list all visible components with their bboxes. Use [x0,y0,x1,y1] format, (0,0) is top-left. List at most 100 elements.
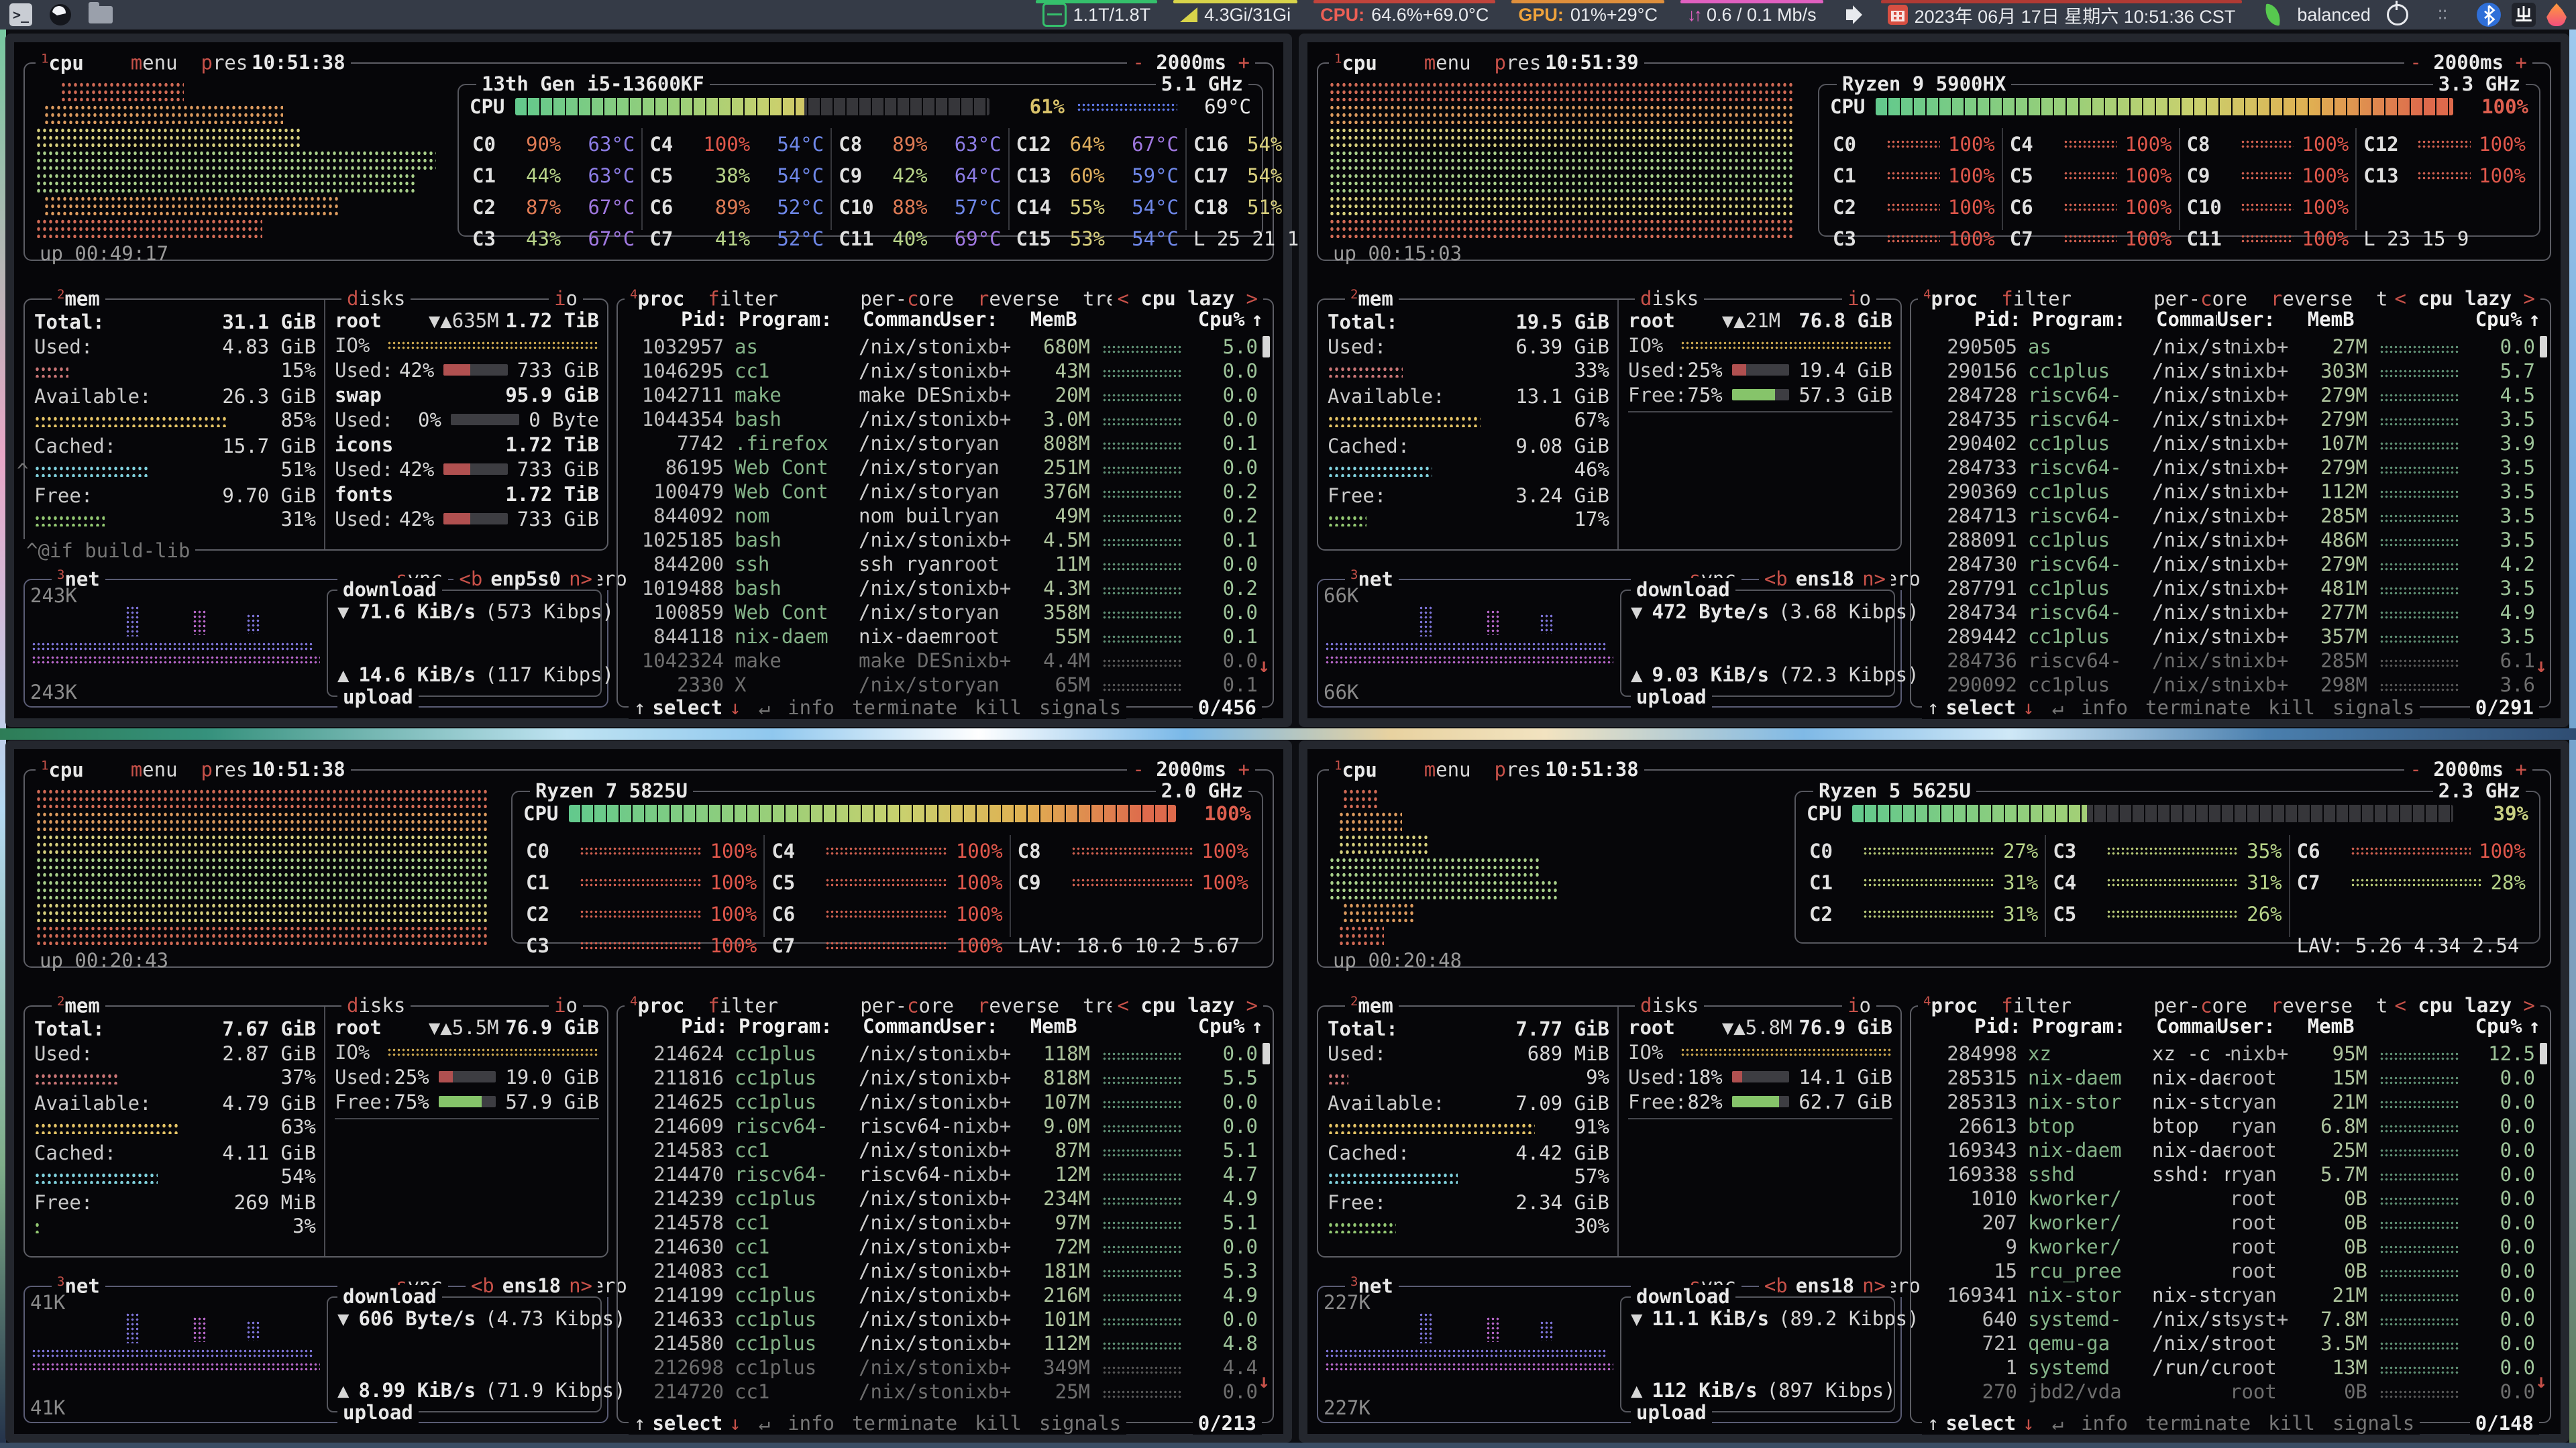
proc-row[interactable]: 284998 xz xz -c -5nixb+ 95M 12.5 [1917,1042,2535,1066]
tab-proc[interactable]: proc [1931,994,1978,1017]
proc-row[interactable]: 288091 cc1plus/nix/store/02cs0d7snixb+ 486… [1917,528,2535,552]
tab-cpu[interactable]: 1cpu [1334,758,1377,781]
proc-row[interactable]: 214578 cc1/nix/store/k14gjkxnnixb+ 97M 5.1 [623,1211,1258,1235]
proc-row[interactable]: 284728 riscv64- /nix/store/89225k9xnixb+ 27… [1917,383,2535,407]
proc-row[interactable]: 1044354 bash/nix/store/xfb3ykw9nixb+ 3.0M 0… [623,407,1258,431]
proc-row[interactable]: 284735 riscv64- /nix/store/89225k9xnixb+ 27… [1917,407,2535,431]
net-interface-tab[interactable]: <b ens18 n> [1758,1274,1891,1297]
proc-row[interactable]: 214720 cc1/nix/store/k14gjkxnnixb+ 25M 0.0 [623,1380,1258,1404]
tab-per-core[interactable]: per-core [2153,287,2247,311]
tab-menu[interactable]: menu [130,51,178,74]
kill-button[interactable]: kill [975,696,1022,719]
tab-cpu[interactable]: 1cpu [41,51,84,74]
volume-segment[interactable] [1831,0,1873,30]
flame-tray-icon[interactable] [2546,3,2567,26]
tab-reverse[interactable]: reverse [2270,287,2353,311]
proc-row[interactable]: 1042324 make make DESTDIR= RPATHnixb+ 4.4M 0… [623,649,1258,673]
proc-row[interactable]: 290369 cc1plus/nix/store/02cs0d7snixb+ 112… [1917,480,2535,504]
proc-row[interactable]: 214583 cc1/nix/store/k14gjkxnnixb+ 87M 5.1 [623,1138,1258,1162]
terminal-launcher-icon[interactable]: >_ [9,3,32,26]
proc-row[interactable]: 1010 kworker/root 0B 0.0 [1917,1186,2535,1211]
proc-row[interactable]: 844092 nom nom build .#nixosCoryan 49M 0.2 [623,504,1258,528]
select-button[interactable]: select [1945,1412,2017,1435]
proc-row[interactable]: 9 kworker/root 0B 0.0 [1917,1235,2535,1259]
info-button[interactable]: info [2081,696,2129,719]
signals-button[interactable]: signals [2332,696,2415,719]
proc-row[interactable]: 284733 riscv64- /nix/store/89225k9xnixb+ 27… [1917,455,2535,480]
select-button[interactable]: select [652,696,723,719]
disks-title-label[interactable]: disks [1640,994,1699,1017]
info-button[interactable]: info [788,1412,835,1435]
signals-button[interactable]: signals [1039,1412,1122,1435]
proc-row[interactable]: 287791 cc1plus/nix/store/02cs0d7snixb+ 481… [1917,576,2535,600]
proc-row[interactable]: 211816 cc1plus/nix/store/2vwipws2nixb+ 818… [623,1066,1258,1090]
bluetooth-icon[interactable] [2477,3,2501,27]
proc-sort-selector[interactable]: < cpu lazy > [1112,287,1263,310]
proc-row[interactable]: 214633 cc1plus/nix/store/2vwipws2nixb+ 101… [623,1307,1258,1331]
tab-filter[interactable]: filter [2001,994,2072,1017]
proc-row[interactable]: 1042711 make make DESTDIR= RPATHnixb+ 20M 0.… [623,383,1258,407]
tab-menu[interactable]: menu [1424,51,1471,74]
proc-row[interactable]: 284734 riscv64- /nix/store/89225k9xnixb+ 27… [1917,600,2535,624]
kill-button[interactable]: kill [2268,696,2315,719]
proc-sort-selector[interactable]: < cpu lazy > [2389,994,2540,1017]
proc-row[interactable]: 169338 sshd sshd: ryan@nottyryan 5.7M 0.0 [1917,1162,2535,1186]
proc-row[interactable]: 1019488 bash/nix/store/xfb3ykw9nixb+ 4.3M 0… [623,576,1258,600]
proc-row[interactable]: 214199 cc1plus/nix/store/2vwipws2nixb+ 216… [623,1283,1258,1307]
proc-row[interactable]: 214630 cc1/nix/store/k14gjkxnnixb+ 72M 0.0 [623,1235,1258,1259]
io-title-label[interactable]: io [1847,994,1871,1017]
proc-row[interactable]: 1046295 cc1/nix/store/k14gjkxnnixb+ 43M 0.0 [623,359,1258,383]
tab-per-core[interactable]: per-core [860,994,954,1017]
kill-button[interactable]: kill [975,1412,1022,1435]
proc-row[interactable]: 289442 cc1plus/nix/store/02cs0d7snixb+ 357… [1917,624,2535,649]
disks-title-label[interactable]: disks [1640,287,1699,310]
select-button[interactable]: select [652,1412,723,1435]
proc-row[interactable]: 721 qemu-ga/nix/store/clz7ryz5root 3.5M 0.0 [1917,1331,2535,1355]
proc-sort-selector[interactable]: < cpu lazy > [2389,287,2540,310]
io-title-label[interactable]: io [554,994,578,1017]
proc-row[interactable]: 290505 as/nix/store/9n1kg164nixb+ 27M 0.0 [1917,335,2535,359]
tab-reverse[interactable]: reverse [977,287,1060,311]
signals-button[interactable]: signals [2332,1412,2415,1435]
proc-row[interactable]: 290402 cc1plus/nix/store/02cs0d7snixb+ 107… [1917,431,2535,455]
kill-button[interactable]: kill [2268,1412,2315,1435]
tab-proc[interactable]: proc [637,994,685,1017]
net-interface-tab[interactable]: <b ens18 n> [1758,567,1891,590]
proc-row[interactable]: 15 rcu_pree root 0B 0.0 [1917,1259,2535,1283]
proc-scrollbar[interactable] [1263,1043,1270,1064]
tab-proc[interactable]: proc [1931,287,1978,311]
interval-decrease-button[interactable]: - [1132,758,1157,781]
interval-decrease-button[interactable]: - [2410,758,2434,781]
interval-increase-button[interactable]: + [1226,758,1250,781]
proc-row[interactable]: 214239 cc1plus/nix/store/2vwipws2nixb+ 234… [623,1186,1258,1211]
proc-row[interactable]: 214470 riscv64- riscv64-unknown-linnixb+ 12… [623,1162,1258,1186]
proc-row[interactable]: 86195 Web Cont/nix/store/51dxgra3ryan 251M… [623,455,1258,480]
tab-menu[interactable]: menu [130,758,178,781]
input-method-icon[interactable]: ㄓ [2512,3,2536,27]
proc-row[interactable]: 212698 cc1plus/nix/store/2vwipws2nixb+ 349… [623,1355,1258,1380]
proc-row[interactable]: 100479 Web Cont/nix/store/51dxgra3ryan 376… [623,480,1258,504]
interval-increase-button[interactable]: + [1226,51,1250,74]
proc-row[interactable]: 640 systemd- /nix/store/6nkzr60nsyst+ 7.8M 0… [1917,1307,2535,1331]
proc-row[interactable]: 270 jbd2/vda root 0B 0.0 [1917,1380,2535,1404]
tab-proc[interactable]: proc [637,287,685,311]
eclipse-launcher-icon[interactable] [50,4,71,25]
proc-scrollbar[interactable] [2540,1043,2547,1064]
tab-cpu[interactable]: 1cpu [1334,51,1377,74]
proc-row[interactable]: 7742 .firefox/nix/store/51dxgra3ryan 808M 0… [623,431,1258,455]
terminate-button[interactable]: terminate [852,696,958,719]
info-button[interactable]: info [788,696,835,719]
terminate-button[interactable]: terminate [2145,1412,2251,1435]
proc-row[interactable]: 214624 cc1plus/nix/store/2vwipws2nixb+ 118… [623,1042,1258,1066]
tab-cpu[interactable]: 1cpu [41,758,84,781]
proc-row[interactable]: 26613 btop btop ryan 6.8M 0.0 [1917,1114,2535,1138]
io-title-label[interactable]: io [554,287,578,310]
tab-per-core[interactable]: per-core [2153,994,2247,1017]
terminate-button[interactable]: terminate [852,1412,958,1435]
proc-row[interactable]: 844200 ssh ssh ryan@ruby -x -iroot 11M 0.0 [623,552,1258,576]
tab-filter[interactable]: filter [708,994,778,1017]
interval-decrease-button[interactable]: - [1132,51,1157,74]
proc-row[interactable]: 2330 X/nix/store/16iryvr8ryan 65M 0.1 [623,673,1258,697]
proc-scrollbar[interactable] [1263,336,1270,357]
interval-increase-button[interactable]: + [2504,51,2527,74]
